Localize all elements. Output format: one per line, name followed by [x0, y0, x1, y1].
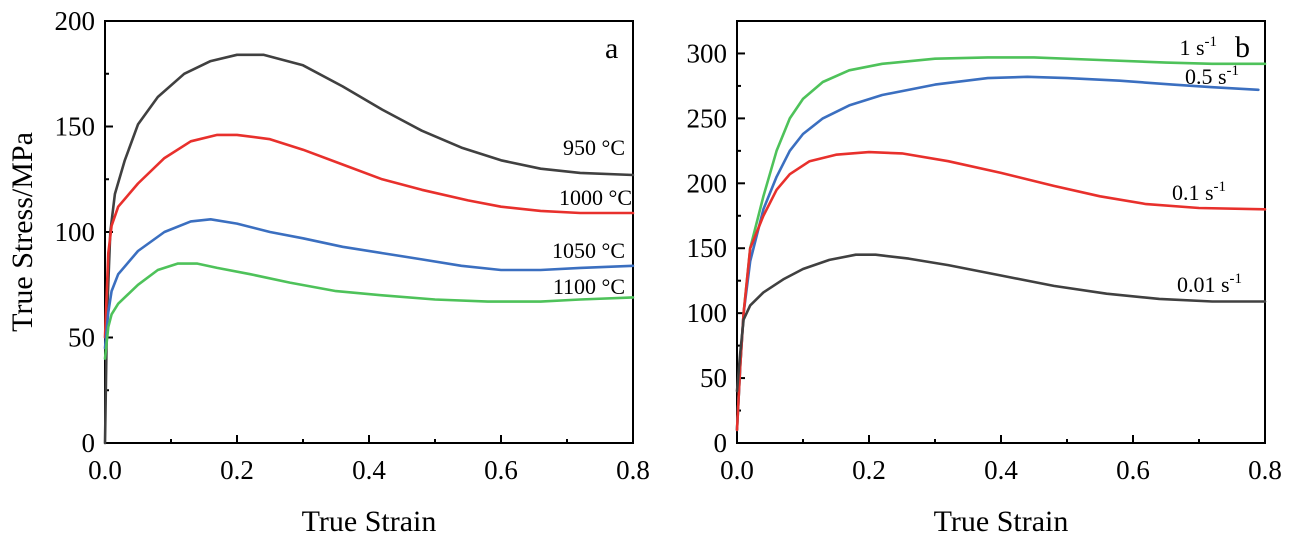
panel-b-series-labels: 1 s-1 0.5 s-1 0.1 s-1 0.01 s-1 [1172, 34, 1242, 297]
series-line [735, 56, 1267, 432]
series-line [103, 262, 635, 360]
series-label: 0.01 s-1 [1177, 271, 1242, 297]
series-label: 950 °C [563, 135, 625, 160]
y-tick-label: 100 [55, 217, 96, 247]
x-tick-label: 0.8 [616, 455, 650, 485]
panel-a: 0.0 0.2 0.4 0.6 0.8 0 50 100 150 200 950 °C 1000 °… [6, 6, 650, 538]
series-line [103, 218, 635, 350]
y-tick-label: 300 [687, 38, 728, 68]
panel-a-x-axis-title: True Strain [302, 505, 437, 538]
x-tick-label: 0.0 [720, 455, 754, 485]
x-tick-label: 0.8 [1248, 455, 1282, 485]
y-tick-label: 50 [68, 323, 95, 353]
y-tick-label: 0 [82, 428, 96, 458]
y-tick-label: 200 [687, 168, 728, 198]
series-line [103, 133, 635, 339]
panel-b-curves [735, 56, 1267, 432]
panel-a-frame [104, 20, 634, 444]
series-label: 1000 °C [559, 185, 632, 210]
panel-b-x-axis-title: True Strain [934, 505, 1069, 538]
x-tick-label: 0.2 [220, 455, 254, 485]
y-tick-label: 150 [687, 233, 728, 263]
panel-a-curves [103, 53, 635, 445]
series-line [735, 150, 1267, 432]
x-tick-label: 0.4 [984, 455, 1018, 485]
panel-a-label: a [605, 32, 618, 65]
x-tick-label: 0.0 [88, 455, 122, 485]
x-tick-label: 0.4 [352, 455, 386, 485]
y-tick-label: 0 [714, 428, 728, 458]
series-label: 0.5 s-1 [1185, 63, 1239, 89]
y-tick-label: 50 [700, 363, 727, 393]
series-label: 1050 °C [552, 238, 625, 263]
y-tick-label: 250 [687, 103, 728, 133]
x-tick-label: 0.6 [1116, 455, 1150, 485]
y-tick-label: 150 [55, 112, 96, 142]
series-line [735, 75, 1260, 432]
panel-a-series-labels: 950 °C 1000 °C 1050 °C 1100 °C [552, 135, 632, 299]
series-label: 1100 °C [553, 274, 625, 299]
panel-b-label: b [1235, 31, 1250, 64]
panel-b-ticks: 0.0 0.2 0.4 0.6 0.8 0 50 100 150 200 250 300 [687, 38, 1282, 485]
series-label: 0.1 s-1 [1172, 179, 1226, 205]
x-tick-label: 0.2 [852, 455, 886, 485]
series-line [103, 53, 635, 445]
panel-a-y-axis-title: True Stress/MPa [6, 132, 39, 332]
y-tick-label: 100 [687, 298, 728, 328]
y-tick-label: 200 [55, 6, 96, 36]
series-line [735, 253, 1267, 393]
series-label: 1 s-1 [1179, 34, 1217, 60]
panel-a-ticks: 0.0 0.2 0.4 0.6 0.8 0 50 100 150 200 [55, 6, 650, 485]
x-tick-label: 0.6 [484, 455, 518, 485]
